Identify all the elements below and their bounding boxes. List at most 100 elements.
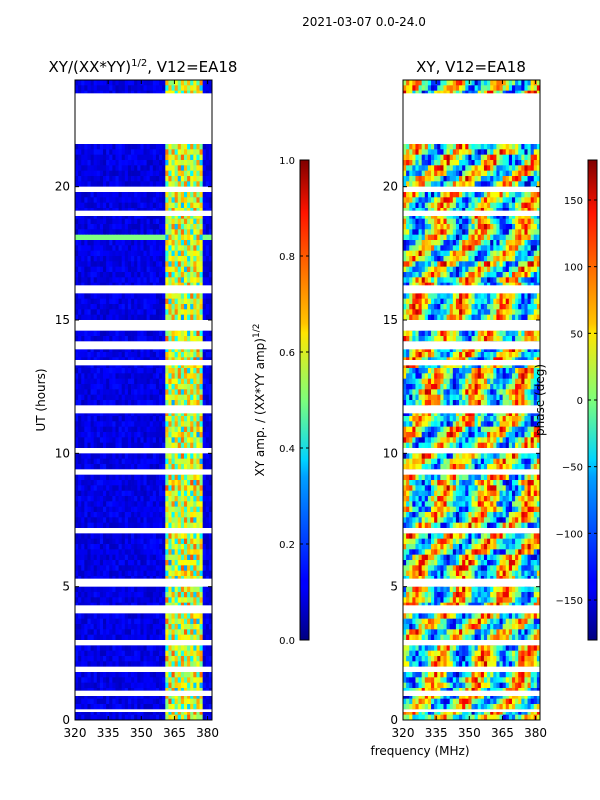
heatmap-cell — [106, 213, 110, 220]
heatmap-cell — [87, 234, 91, 241]
heatmap-cell — [109, 656, 113, 662]
heatmap-cell — [190, 618, 194, 625]
heatmap-cell — [193, 256, 197, 262]
heatmap-cell — [168, 197, 172, 204]
heatmap-cell — [205, 565, 210, 572]
heatmap-cell — [177, 442, 182, 449]
heatmap-cell — [159, 240, 163, 246]
heatmap-cell — [137, 389, 141, 396]
heatmap-cell — [115, 672, 119, 678]
heatmap-cell — [109, 517, 113, 524]
heatmap-cell — [177, 192, 182, 198]
heatmap-cell — [121, 144, 126, 150]
heatmap-cell — [121, 592, 126, 598]
heatmap-cell — [208, 213, 212, 220]
heatmap-cell — [134, 517, 138, 524]
heatmap-cell — [180, 474, 185, 481]
heatmap-cell — [75, 432, 79, 438]
heatmap-cell — [75, 80, 79, 86]
heatmap-cell — [193, 261, 197, 268]
heatmap-cell — [155, 410, 160, 417]
heatmap-cell — [199, 496, 204, 502]
heatmap-cell — [87, 378, 91, 385]
heatmap-cell — [168, 400, 172, 406]
heatmap-cell — [162, 490, 166, 497]
heatmap-cell — [208, 442, 212, 449]
heatmap-cell — [180, 352, 185, 358]
heatmap-cell — [196, 197, 200, 204]
heatmap-cell — [106, 682, 110, 689]
heatmap-cell — [199, 522, 204, 529]
heatmap-cell — [187, 389, 191, 396]
heatmap-cell — [171, 389, 176, 396]
heatmap-cell — [75, 165, 79, 172]
heatmap-cell — [174, 661, 179, 668]
heatmap-cell — [177, 400, 182, 406]
heatmap-cell — [140, 544, 144, 550]
heatmap-cell — [112, 240, 116, 246]
heatmap-cell — [193, 485, 197, 492]
heatmap-cell — [152, 570, 157, 577]
heatmap-cell — [202, 416, 207, 422]
heatmap-cell — [155, 277, 160, 284]
heatmap-cell — [106, 336, 110, 342]
heatmap-cell — [134, 410, 138, 417]
heatmap-cell — [199, 586, 204, 593]
heatmap-cell — [84, 533, 88, 540]
heatmap-cell — [134, 170, 138, 177]
heatmap-cell — [121, 490, 126, 497]
heatmap-cell — [193, 298, 197, 305]
heatmap-cell — [103, 213, 107, 220]
heatmap-cell — [155, 272, 160, 278]
heatmap-cell — [103, 522, 107, 529]
heatmap-cell — [131, 80, 135, 86]
heatmap-cell — [124, 597, 129, 604]
heatmap-cell — [149, 410, 154, 417]
heatmap-cell — [202, 373, 207, 380]
heatmap-cell — [143, 304, 148, 310]
heatmap-cell — [109, 272, 113, 278]
heatmap-cell — [99, 501, 104, 508]
heatmap-cell — [112, 256, 116, 262]
heatmap-cell — [84, 416, 88, 422]
heatmap-cell — [84, 677, 88, 684]
heatmap-cell — [187, 410, 191, 417]
heatmap-cell — [84, 245, 88, 252]
heatmap-cell — [99, 565, 104, 572]
heatmap-cell — [152, 410, 157, 417]
heatmap-cell — [146, 650, 151, 657]
heatmap-cell — [165, 346, 169, 353]
heatmap-cell — [90, 480, 95, 486]
heatmap-cell — [109, 400, 113, 406]
heatmap-cell — [152, 330, 157, 337]
heatmap-cell — [93, 533, 98, 540]
heatmap-cell — [149, 330, 154, 337]
heatmap-cell — [183, 272, 188, 278]
heatmap-cell — [112, 266, 116, 273]
heatmap-cell — [205, 426, 210, 433]
heatmap-cell — [149, 549, 154, 556]
heatmap-cell — [115, 266, 119, 273]
heatmap-cell — [146, 421, 151, 428]
heatmap-cell — [93, 570, 98, 577]
heatmap-cell — [127, 570, 132, 577]
heatmap-cell — [127, 336, 132, 342]
heatmap-cell — [159, 416, 163, 422]
heatmap-cell — [199, 149, 204, 156]
heatmap-cell — [205, 181, 210, 188]
heatmap-cell — [81, 170, 85, 177]
heatmap-cell — [183, 362, 188, 369]
heatmap-cell — [174, 368, 179, 374]
heatmap-cell — [81, 362, 85, 369]
heatmap-cell — [190, 437, 194, 444]
heatmap-cell — [165, 170, 169, 177]
heatmap-cell — [202, 304, 207, 310]
heatmap-cell — [84, 378, 88, 385]
heatmap-cell — [202, 597, 207, 604]
heatmap-cell — [174, 565, 179, 572]
heatmap-cell — [131, 170, 135, 177]
heatmap-cell — [121, 394, 126, 401]
heatmap-cell — [106, 192, 110, 198]
heatmap-cell — [183, 144, 188, 150]
heatmap-cell — [174, 229, 179, 236]
